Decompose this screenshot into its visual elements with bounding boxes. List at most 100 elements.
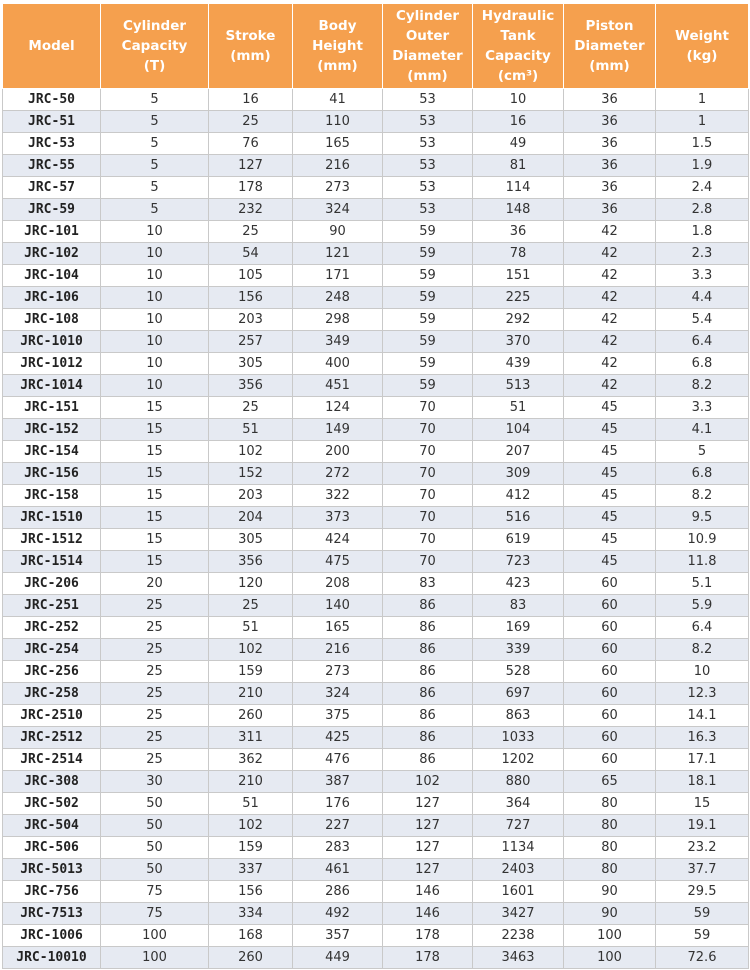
table-cell: 305: [208, 352, 293, 375]
table-cell: 513: [472, 374, 564, 397]
table-cell: 5: [100, 110, 209, 133]
table-cell: 50: [100, 814, 209, 837]
table-cell: 5.1: [655, 572, 749, 595]
table-cell: 152: [208, 462, 293, 485]
table-cell: 272: [292, 462, 383, 485]
table-cell: 311: [208, 726, 293, 749]
table-row: JRC-1006 100 168 357 178 2238 100 59: [2, 924, 749, 947]
table-cell: 362: [208, 748, 293, 771]
model-cell: JRC-55: [2, 154, 101, 177]
model-cell: JRC-1012: [2, 352, 101, 375]
table-cell: 375: [292, 704, 383, 727]
table-cell: 4.1: [655, 418, 749, 441]
table-row: JRC-2514 25 362 476 86 1202 60 17.1: [2, 748, 749, 771]
table-cell: 37.7: [655, 858, 749, 881]
model-cell: JRC-252: [2, 616, 101, 639]
table-cell: 36: [563, 132, 656, 155]
table-cell: 476: [292, 748, 383, 771]
table-cell: 3.3: [655, 396, 749, 419]
table-cell: 36: [563, 154, 656, 177]
table-cell: 15: [100, 528, 209, 551]
table-cell: 20: [100, 572, 209, 595]
table-cell: 105: [208, 264, 293, 287]
table-row: JRC-158 15 203 322 70 412 45 8.2: [2, 484, 749, 507]
table-cell: 156: [208, 286, 293, 309]
header-cell: Piston Diameter (mm): [563, 3, 656, 89]
table-cell: 18.1: [655, 770, 749, 793]
table-row: JRC-10010 100 260 449 178 3463 100 72.6: [2, 946, 749, 969]
table-cell: 75: [100, 880, 209, 903]
table-cell: 159: [208, 660, 293, 683]
model-cell: JRC-308: [2, 770, 101, 793]
table-cell: 260: [208, 704, 293, 727]
header-cell: Cylinder Outer Diameter (mm): [382, 3, 473, 89]
table-cell: 59: [382, 242, 473, 265]
table-cell: 36: [472, 220, 564, 243]
table-cell: 273: [292, 176, 383, 199]
table-cell: 863: [472, 704, 564, 727]
table-cell: 14.1: [655, 704, 749, 727]
table-row: JRC-102 10 54 121 59 78 42 2.3: [2, 242, 749, 265]
table-cell: 42: [563, 308, 656, 331]
table-cell: 83: [382, 572, 473, 595]
table-cell: 334: [208, 902, 293, 925]
table-cell: 36: [563, 88, 656, 111]
table-cell: 178: [382, 946, 473, 969]
table-cell: 15: [100, 396, 209, 419]
table-cell: 11.8: [655, 550, 749, 573]
table-cell: 8.2: [655, 638, 749, 661]
table-cell: 6.4: [655, 616, 749, 639]
table-cell: 45: [563, 528, 656, 551]
table-cell: 53: [382, 110, 473, 133]
table-cell: 25: [100, 682, 209, 705]
table-cell: 102: [208, 440, 293, 463]
table-cell: 23.2: [655, 836, 749, 859]
table-cell: 1: [655, 110, 749, 133]
header-cell: Stroke (mm): [208, 3, 293, 89]
table-cell: 5: [100, 132, 209, 155]
table-cell: 16.3: [655, 726, 749, 749]
model-cell: JRC-502: [2, 792, 101, 815]
table-row: JRC-756 75 156 286 146 1601 90 29.5: [2, 880, 749, 903]
header-text: Body: [318, 18, 357, 34]
table-cell: 30: [100, 770, 209, 793]
header-text: Capacity: [121, 38, 188, 54]
table-cell: 357: [292, 924, 383, 947]
table-cell: 423: [472, 572, 564, 595]
table-cell: 424: [292, 528, 383, 551]
table-cell: 149: [292, 418, 383, 441]
header-text: Diameter: [392, 48, 463, 64]
table-cell: 2238: [472, 924, 564, 947]
header-text: Model: [28, 38, 75, 54]
header-cell: Hydraulic Tank Capacity (cm³): [472, 3, 564, 89]
table-cell: 51: [208, 616, 293, 639]
model-cell: JRC-5013: [2, 858, 101, 881]
table-cell: 15: [100, 440, 209, 463]
table-cell: 257: [208, 330, 293, 353]
table-cell: 3463: [472, 946, 564, 969]
table-cell: 45: [563, 550, 656, 573]
table-cell: 10.9: [655, 528, 749, 551]
table-cell: 168: [208, 924, 293, 947]
table-cell: 449: [292, 946, 383, 969]
table-cell: 50: [100, 836, 209, 859]
header-row: Model Cylinder Capacity (T) Stroke (mm) Body He…: [2, 3, 749, 89]
table-cell: 5: [100, 88, 209, 111]
table-cell: 349: [292, 330, 383, 353]
table-cell: 121: [292, 242, 383, 265]
model-cell: JRC-154: [2, 440, 101, 463]
table-cell: 425: [292, 726, 383, 749]
table-row: JRC-252 25 51 165 86 169 60 6.4: [2, 616, 749, 639]
table-cell: 9.5: [655, 506, 749, 529]
table-cell: 156: [208, 880, 293, 903]
table-cell: 114: [472, 176, 564, 199]
table-cell: 176: [292, 792, 383, 815]
table-cell: 305: [208, 528, 293, 551]
table-cell: 53: [382, 176, 473, 199]
table-cell: 86: [382, 748, 473, 771]
model-cell: JRC-256: [2, 660, 101, 683]
table-cell: 45: [563, 440, 656, 463]
table-cell: 25: [208, 220, 293, 243]
table-cell: 227: [292, 814, 383, 837]
model-cell: JRC-156: [2, 462, 101, 485]
